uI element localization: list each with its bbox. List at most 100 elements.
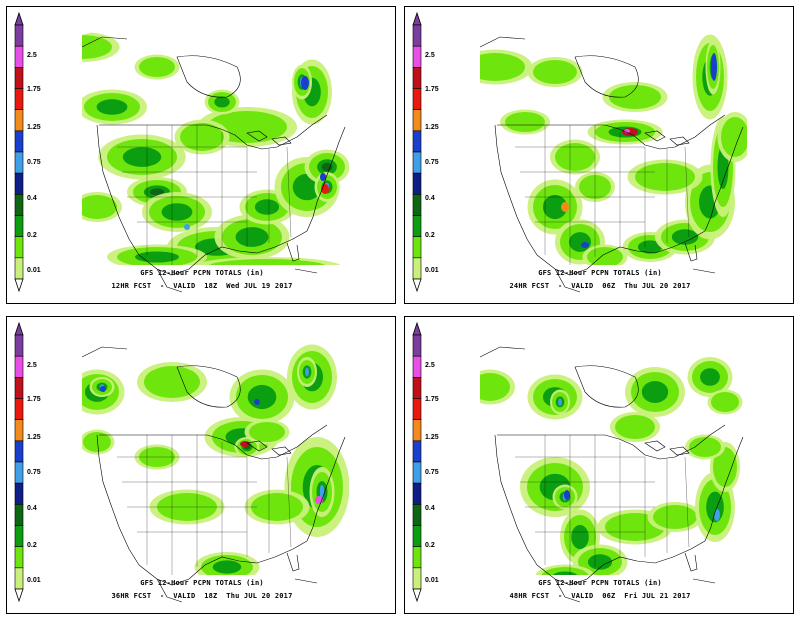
precip-area (305, 367, 309, 377)
precip-area (180, 123, 224, 151)
panel-subtitle: 12HR FCST - VALID 18Z Wed JUL 19 2017 (111, 282, 293, 290)
coastline (669, 136, 690, 146)
precip-area (671, 229, 699, 245)
panel-title: GFS 12-Hour PCPN TOTALS (in) (538, 579, 662, 587)
coastline (294, 268, 318, 274)
precip-area (214, 96, 230, 108)
colorbar: 2.5 1.75 1.25 0.75 0.4 0.2 0.01 (412, 321, 439, 603)
colorbar-label: 0.01 (425, 577, 439, 584)
precip-area (247, 384, 277, 410)
coastline (294, 578, 318, 584)
colorbar: 2.5 1.75 1.25 0.75 0.4 0.2 0.01 (14, 11, 41, 293)
colorbar-label: 0.4 (27, 505, 37, 512)
coastline (176, 365, 241, 408)
colorbar: 2.5 1.75 1.25 0.75 0.4 0.2 0.01 (14, 321, 41, 603)
precip-map (81, 32, 349, 293)
colorbar-label: 0.2 (425, 232, 435, 239)
coastline (704, 436, 744, 542)
precip-area (235, 227, 269, 247)
coastline (497, 424, 726, 460)
coastline (246, 130, 268, 142)
precip-area (82, 195, 117, 219)
precip-area (96, 99, 128, 115)
coastline (684, 552, 698, 572)
precip-maximum (100, 386, 106, 392)
colorbar-label: 0.4 (425, 505, 435, 512)
state-border (286, 146, 292, 238)
coastline (692, 578, 716, 584)
state-border (286, 456, 292, 548)
coastline (704, 126, 744, 232)
precip-area (615, 415, 655, 439)
precip-area (711, 392, 739, 412)
coastline (99, 424, 328, 460)
precip-area (713, 447, 737, 487)
precip-area (249, 422, 285, 442)
colorbar-label: 1.75 (27, 86, 41, 93)
coastline (271, 446, 292, 456)
colorbar-label: 1.75 (425, 396, 439, 403)
coastline (644, 130, 666, 142)
precip-map (81, 344, 349, 603)
coastline (271, 136, 292, 146)
precip-area (558, 398, 562, 406)
precip-area (480, 373, 510, 401)
panel-title: GFS 12-Hour PCPN TOTALS (in) (140, 269, 264, 277)
coastline (554, 578, 581, 603)
precip-area (161, 203, 193, 221)
coastline (494, 434, 538, 566)
state-border (684, 146, 690, 238)
precip-area (144, 366, 200, 398)
precip-area (587, 554, 613, 570)
colorbar-label: 0.01 (27, 267, 41, 274)
colorbar-label: 1.25 (27, 124, 41, 131)
precip-maximum (581, 242, 589, 248)
precip-maximum (301, 76, 309, 90)
coastline (644, 440, 666, 452)
coastline (96, 124, 140, 256)
colorbar: 2.5 1.75 1.25 0.75 0.4 0.2 0.01 (412, 11, 439, 293)
coastline (81, 346, 128, 358)
panel-subtitle: 24HR FCST - VALID 06Z Thu JUL 20 2017 (509, 282, 691, 290)
precip-area (587, 247, 623, 265)
colorbar-label: 0.01 (27, 577, 41, 584)
colorbar-label: 2.5 (27, 52, 37, 59)
panel-title: GFS 12-Hour PCPN TOTALS (in) (140, 579, 264, 587)
panel-subtitle: 48HR FCST - VALID 06Z Fri JUL 21 2017 (509, 592, 691, 600)
precip-maximum (711, 53, 717, 81)
colorbar-label: 0.75 (27, 469, 41, 476)
coastline (669, 446, 690, 456)
precip-area (689, 437, 721, 457)
precip-maximum (320, 173, 326, 181)
coastline (306, 436, 346, 542)
precip-area (653, 505, 697, 529)
coastline (246, 440, 268, 452)
precip-maximum (254, 399, 260, 405)
forecast-panel-12hr: 2.5 1.75 1.25 0.75 0.4 0.2 0.01 GFS 12-Hour PC… (6, 6, 396, 304)
colorbar-label: 1.75 (425, 86, 439, 93)
precip-area (555, 143, 595, 171)
coastline (497, 114, 726, 150)
coastline (286, 552, 300, 572)
precip-area (542, 194, 568, 220)
precip-area (541, 567, 589, 575)
precip-area (135, 251, 179, 263)
precip-area (149, 188, 165, 196)
coastline (286, 242, 300, 262)
precip-area (505, 112, 545, 132)
colorbar-bottom-arrow (412, 588, 422, 603)
colorbar-label: 0.75 (425, 159, 439, 166)
colorbar-label: 1.75 (27, 396, 41, 403)
precip-maximum (561, 202, 569, 212)
precip-area (207, 259, 327, 265)
precip-area (641, 381, 669, 403)
colorbar-label: 0.4 (425, 195, 435, 202)
coastline (692, 268, 716, 274)
colorbar-label: 0.75 (27, 159, 41, 166)
coastline (574, 365, 639, 408)
precip-area (251, 493, 303, 521)
precip-area (571, 524, 589, 550)
precip-maximum (714, 509, 720, 521)
precip-area (551, 571, 579, 575)
colorbar-label: 1.25 (425, 434, 439, 441)
